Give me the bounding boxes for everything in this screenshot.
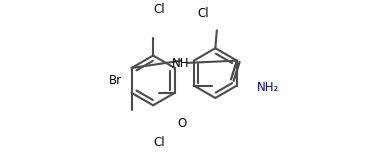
- Text: Cl: Cl: [197, 7, 209, 20]
- Text: NH: NH: [172, 57, 190, 70]
- Text: Br: Br: [109, 74, 122, 87]
- Text: Cl: Cl: [153, 3, 165, 16]
- Text: NH₂: NH₂: [257, 81, 279, 94]
- Text: Cl: Cl: [153, 136, 165, 149]
- Text: O: O: [178, 117, 187, 130]
